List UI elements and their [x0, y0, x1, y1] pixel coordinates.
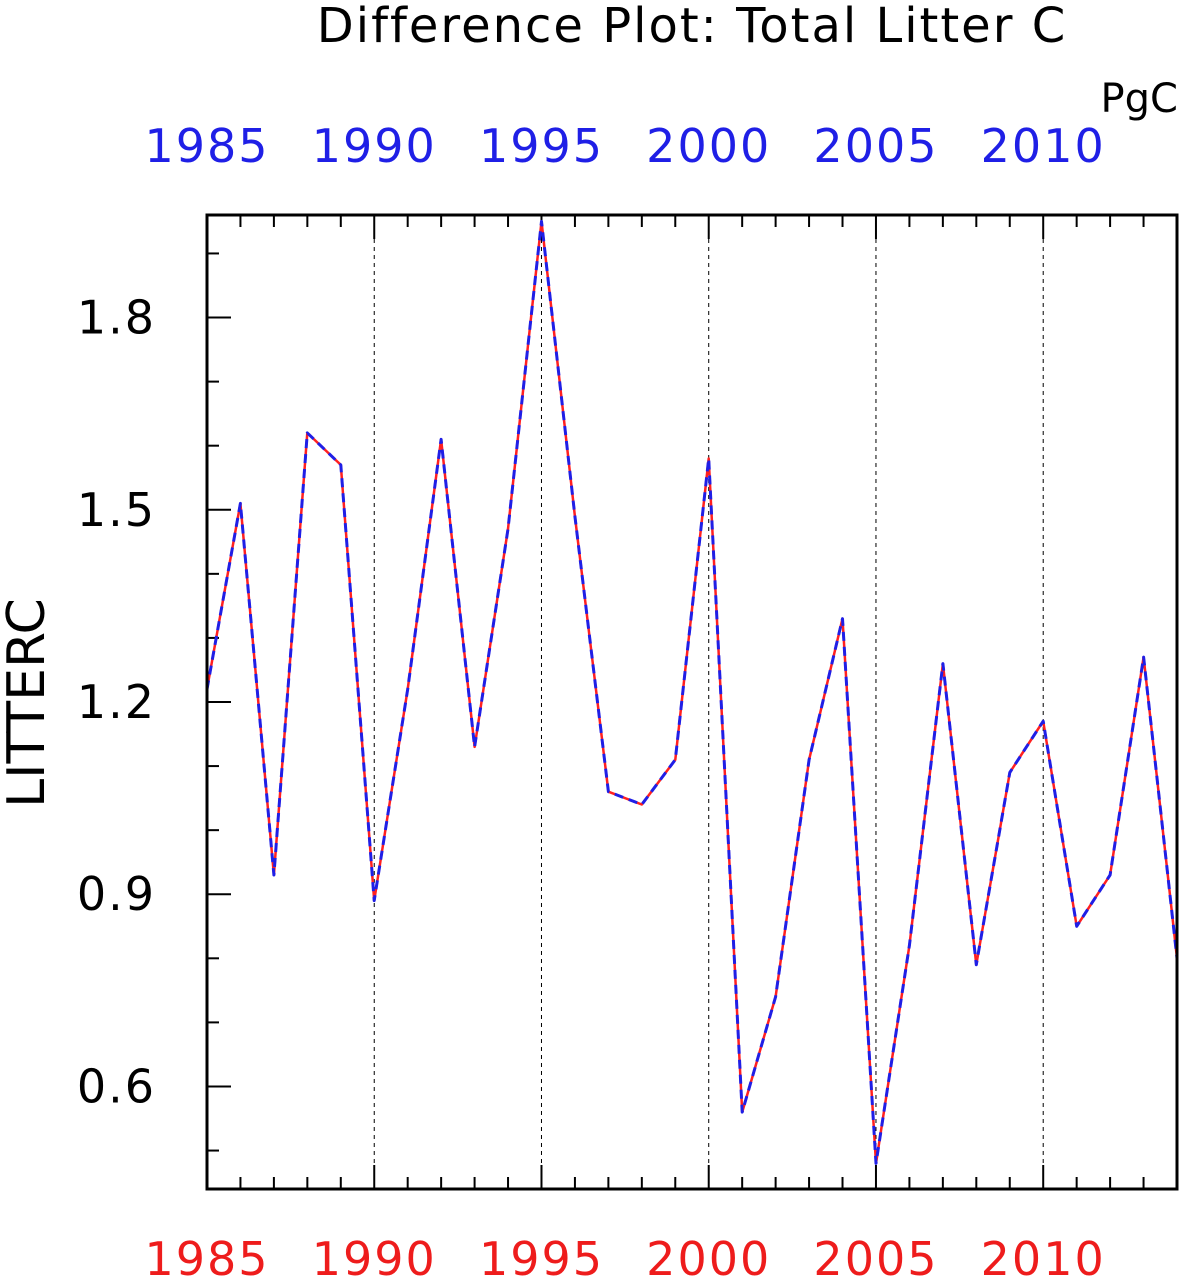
- y-tick-label: 1.8: [77, 291, 156, 345]
- top-x-tick-label: 1985: [144, 119, 269, 173]
- plot-frame: [205, 213, 1179, 1191]
- top-x-tick-label: 1990: [312, 119, 437, 173]
- top-x-tick-labels: 1985 1990 1995 2000 2005 2010: [144, 119, 1106, 173]
- bottom-x-tick-label: 1995: [479, 1232, 604, 1280]
- y-tick-label: 0.6: [77, 1059, 156, 1113]
- units-label: PgC: [1101, 76, 1178, 122]
- bottom-x-tick-label: 2010: [981, 1232, 1106, 1280]
- top-x-tick-label: 1995: [479, 119, 604, 173]
- y-tick-label: 1.5: [77, 483, 156, 537]
- bottom-x-tick-label: 1985: [144, 1232, 269, 1280]
- chart-title: Difference Plot: Total Litter C: [317, 0, 1067, 54]
- top-x-tick-label: 2010: [981, 119, 1106, 173]
- series-lines: [205, 219, 1179, 1165]
- top-x-tick-label: 2000: [646, 119, 771, 173]
- grid-lines: [373, 215, 1044, 1189]
- y-tick-label: 0.9: [77, 867, 156, 921]
- series-line-solid: [205, 220, 1179, 1165]
- series-line-dashed: [205, 219, 1179, 1165]
- bottom-x-tick-label: 2005: [813, 1232, 938, 1280]
- y-tick-labels: 0.6 0.9 1.2 1.5 1.8: [77, 291, 156, 1114]
- bottom-x-tick-label: 2000: [646, 1232, 771, 1280]
- bottom-x-tick-labels: 1985 1990 1995 2000 2005 2010: [144, 1232, 1106, 1280]
- y-axis-label: LITTERC: [0, 598, 57, 808]
- top-x-tick-label: 2005: [813, 119, 938, 173]
- axis-ticks: [206, 215, 1178, 1189]
- y-tick-label: 1.2: [77, 675, 156, 729]
- bottom-x-tick-label: 1990: [312, 1232, 437, 1280]
